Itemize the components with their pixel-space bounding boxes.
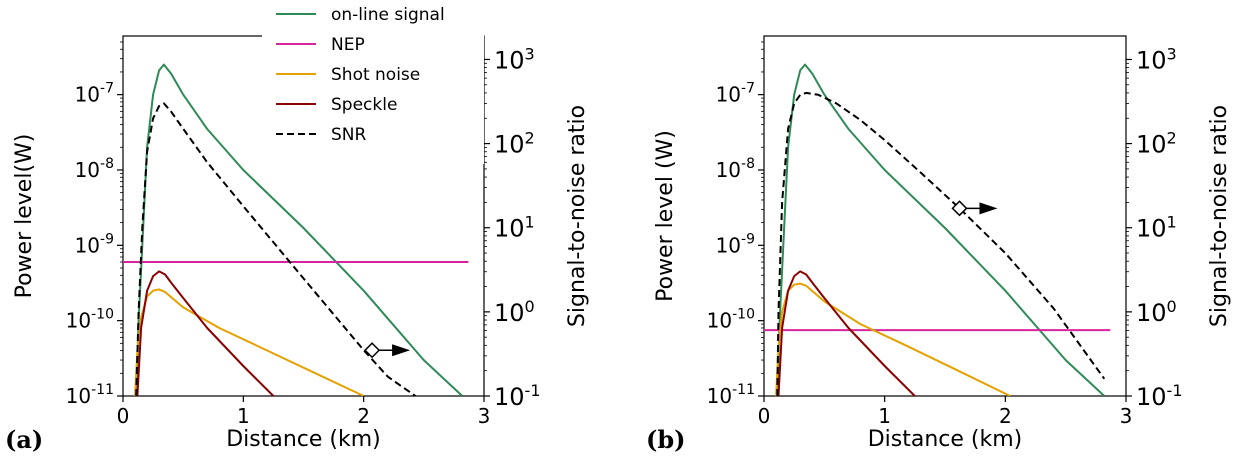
y-tick-label: 10-8 bbox=[75, 156, 114, 182]
x-tick-label: 3 bbox=[478, 404, 491, 428]
x-tick-label: 3 bbox=[1120, 404, 1133, 428]
y-axis-right-label: Signal-to-noise ratio bbox=[1207, 105, 1232, 327]
snr-axis-marker bbox=[364, 342, 411, 359]
ticks: 0 1 2 3 10-11 10-10 10-9 10-8 10-7 10-1 100 101 102 1… bbox=[707, 41, 1183, 428]
y-right-tick-label: 101 bbox=[1136, 213, 1177, 243]
y-right-tick-label: 102 bbox=[1136, 129, 1177, 159]
series-snr-line bbox=[776, 91, 1106, 396]
snr-axis-marker bbox=[951, 200, 998, 217]
legend-label: on-line signal bbox=[331, 5, 445, 25]
x-tick-label: 1 bbox=[237, 404, 250, 428]
y-tick-label: 10-8 bbox=[716, 156, 755, 182]
panel-b: 0 1 2 3 10-11 10-10 10-9 10-8 10-7 10-1 100 101 102 1… bbox=[646, 35, 1232, 454]
y-right-tick-label: 10-1 bbox=[494, 381, 541, 411]
series-shot-noise-line bbox=[775, 282, 1011, 396]
x-axis-label: Distance (km) bbox=[226, 427, 381, 452]
y-right-tick-label: 102 bbox=[494, 129, 535, 159]
curves bbox=[123, 63, 469, 396]
ticks: 0 1 2 3 10-11 10-10 10-9 10-8 10-7 10-1 100 101 102 1… bbox=[66, 41, 541, 428]
x-tick-label: 1 bbox=[878, 404, 891, 428]
series-on-line-signal-line bbox=[135, 63, 463, 396]
y-tick-label: 10-9 bbox=[716, 231, 755, 257]
panel-a: 0 1 2 3 10-11 10-10 10-9 10-8 10-7 10-1 100 101 102 1… bbox=[5, 35, 590, 454]
x-tick-label: 0 bbox=[117, 404, 130, 428]
marker-diamond bbox=[951, 200, 968, 217]
y-axis-right-label: Signal-to-noise ratio bbox=[565, 105, 590, 327]
legend-label: Speckle bbox=[331, 95, 397, 115]
y-right-tick-label: 100 bbox=[494, 297, 535, 327]
x-tick-label: 0 bbox=[758, 404, 771, 428]
curves bbox=[764, 63, 1111, 396]
y-tick-label: 10-11 bbox=[66, 382, 114, 408]
legend-label: NEP bbox=[331, 35, 365, 55]
y-right-tick-label: 100 bbox=[1136, 297, 1177, 327]
series-speckle-line bbox=[777, 270, 916, 396]
arrow-right-icon bbox=[979, 202, 998, 215]
legend-box bbox=[262, 0, 484, 164]
y-right-tick-label: 10-1 bbox=[1136, 381, 1183, 411]
series-snr-line bbox=[135, 102, 416, 396]
arrow-right-icon bbox=[392, 344, 411, 357]
legend-label: SNR bbox=[331, 125, 367, 145]
legend: on-line signal NEP Shot noise Speckle SNR bbox=[262, 0, 484, 164]
y-tick-label: 10-10 bbox=[707, 307, 755, 333]
legend-label: Shot noise bbox=[331, 65, 420, 85]
x-tick-label: 2 bbox=[357, 404, 370, 428]
y-tick-label: 10-7 bbox=[75, 81, 114, 107]
marker-diamond bbox=[364, 342, 381, 359]
series-shot-noise-line bbox=[134, 288, 365, 396]
y-right-tick-label: 101 bbox=[494, 213, 535, 243]
y-right-tick-label: 103 bbox=[494, 44, 535, 74]
series-speckle-line bbox=[136, 270, 275, 396]
y-tick-label: 10-7 bbox=[716, 81, 755, 107]
y-tick-label: 10-11 bbox=[707, 382, 755, 408]
panel-label: (b) bbox=[646, 425, 686, 454]
series-on-line-signal-line bbox=[776, 63, 1105, 396]
y-axis-label: Power level(W) bbox=[12, 134, 37, 299]
x-axis-label: Distance (km) bbox=[868, 427, 1023, 452]
y-right-tick-label: 103 bbox=[1136, 44, 1177, 74]
x-tick-label: 2 bbox=[999, 404, 1012, 428]
y-tick-label: 10-10 bbox=[66, 307, 114, 333]
panel-label: (a) bbox=[5, 425, 43, 454]
y-axis-label: Power level (W) bbox=[653, 130, 678, 302]
plot-frame bbox=[763, 35, 1127, 397]
y-tick-label: 10-9 bbox=[75, 231, 114, 257]
